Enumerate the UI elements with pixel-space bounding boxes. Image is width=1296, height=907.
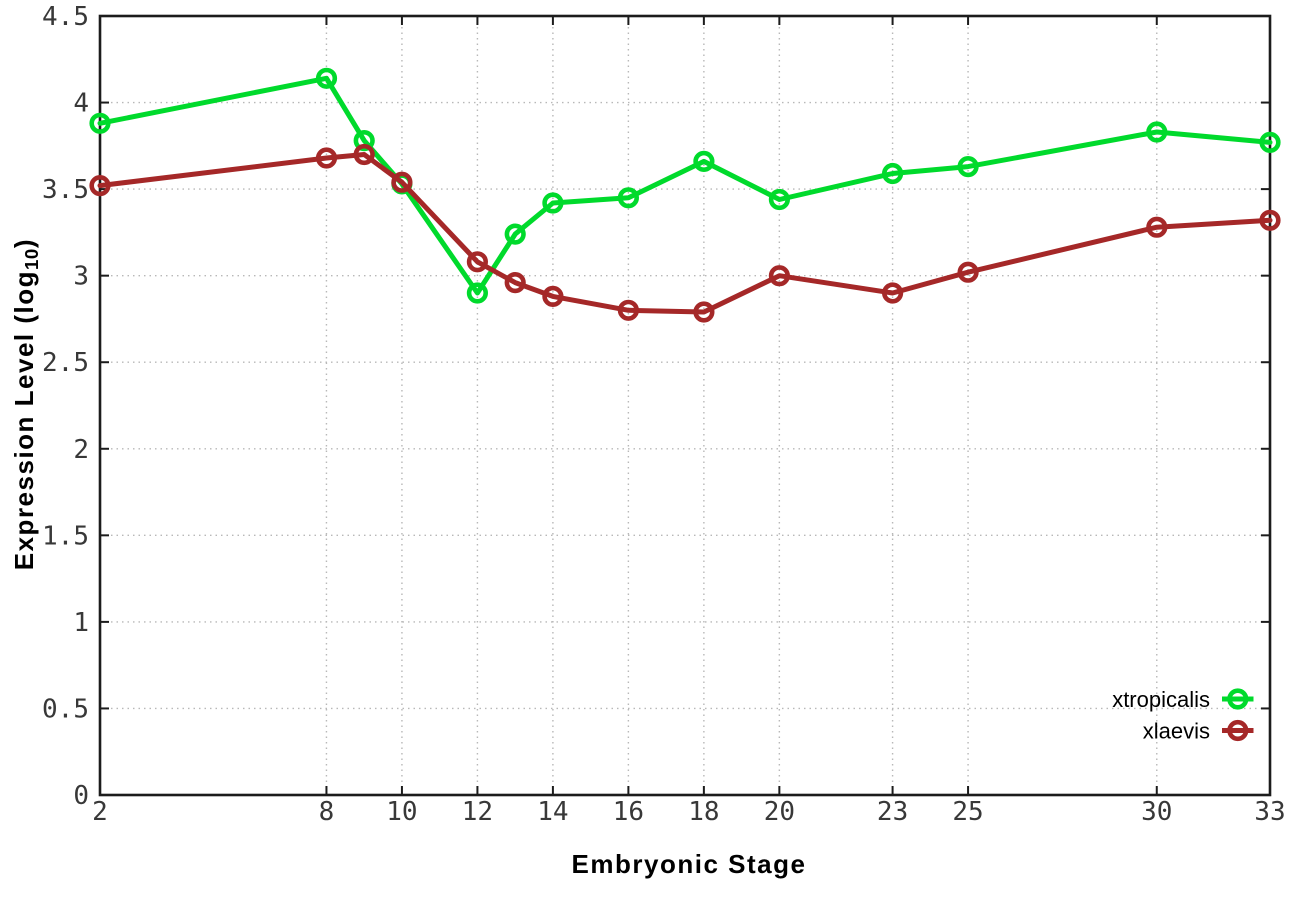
data-point-xlaevis [617, 299, 640, 321]
y-axis-title-suffix: ) [8, 238, 39, 249]
data-point-xlaevis [391, 171, 413, 193]
data-point-xtropicalis [1146, 121, 1168, 143]
y-tick-label: 0.5 [42, 694, 89, 724]
data-point-xlaevis [1146, 216, 1168, 238]
legend-label-xtropicalis: xtropicalis [1112, 687, 1210, 712]
y-tick-label: 0 [73, 781, 89, 811]
legend-sample-marker-xlaevis [1227, 719, 1249, 742]
y-tick-label: 4.5 [42, 2, 89, 32]
data-point-xtropicalis [957, 156, 979, 178]
x-tick-label: 18 [688, 797, 719, 827]
x-tick-label: 33 [1254, 797, 1285, 827]
y-axis-title-text: Expression Level (log [8, 269, 39, 571]
x-tick-label: 12 [462, 797, 493, 827]
data-point-xtropicalis [881, 162, 904, 185]
x-tick-label: 14 [537, 797, 568, 827]
data-point-xlaevis [957, 261, 979, 283]
data-point-xtropicalis [693, 150, 715, 172]
y-tick-label: 2.5 [42, 348, 89, 378]
data-point-xlaevis [693, 301, 715, 323]
y-axis-title-subscript: 10 [21, 248, 43, 270]
data-point-xtropicalis [768, 188, 791, 211]
x-tick-label: 2 [92, 797, 108, 827]
legend-label-xlaevis: xlaevis [1143, 719, 1210, 744]
x-axis-title: Embryonic Stage [571, 849, 807, 879]
data-point-xtropicalis [315, 67, 338, 89]
data-point-xlaevis [542, 285, 564, 308]
x-tick-label: 8 [319, 797, 335, 827]
data-point-xtropicalis [504, 223, 526, 245]
data-point-xlaevis [881, 282, 904, 304]
data-point-xlaevis [315, 147, 338, 169]
data-point-xlaevis [466, 251, 489, 273]
y-tick-label: 4 [73, 89, 89, 119]
x-tick-label: 30 [1141, 797, 1172, 827]
plot-frame [98, 14, 1272, 797]
data-point-xlaevis [353, 143, 375, 166]
series-line-xtropicalis [97, 75, 1273, 296]
x-tick-label: 23 [877, 797, 908, 827]
data-point-xlaevis [768, 265, 791, 287]
x-tick-label: 10 [386, 797, 417, 827]
x-tick-label: 20 [764, 797, 795, 827]
y-tick-label: 1 [73, 608, 89, 638]
y-tick-label: 2 [73, 435, 89, 465]
y-tick-label: 3.5 [42, 175, 89, 205]
data-point-xlaevis [89, 175, 111, 197]
data-point-xlaevis [1259, 209, 1281, 231]
data-point-xtropicalis [89, 112, 111, 134]
data-point-xtropicalis [542, 192, 564, 214]
data-point-xtropicalis [466, 282, 489, 304]
data-point-xtropicalis [617, 187, 640, 209]
data-point-xtropicalis [1259, 131, 1281, 153]
legend-sample-marker-xtropicalis [1227, 688, 1249, 710]
y-axis-title: Expression Level (log10) [9, 104, 43, 704]
y-tick-label: 1.5 [42, 521, 89, 551]
data-point-xlaevis [504, 272, 526, 294]
data-point-xtropicalis [353, 130, 375, 152]
series-line-xlaevis [97, 152, 1273, 315]
x-tick-label: 16 [613, 797, 644, 827]
y-tick-label: 3 [73, 262, 89, 292]
x-tick-label: 25 [952, 797, 983, 827]
